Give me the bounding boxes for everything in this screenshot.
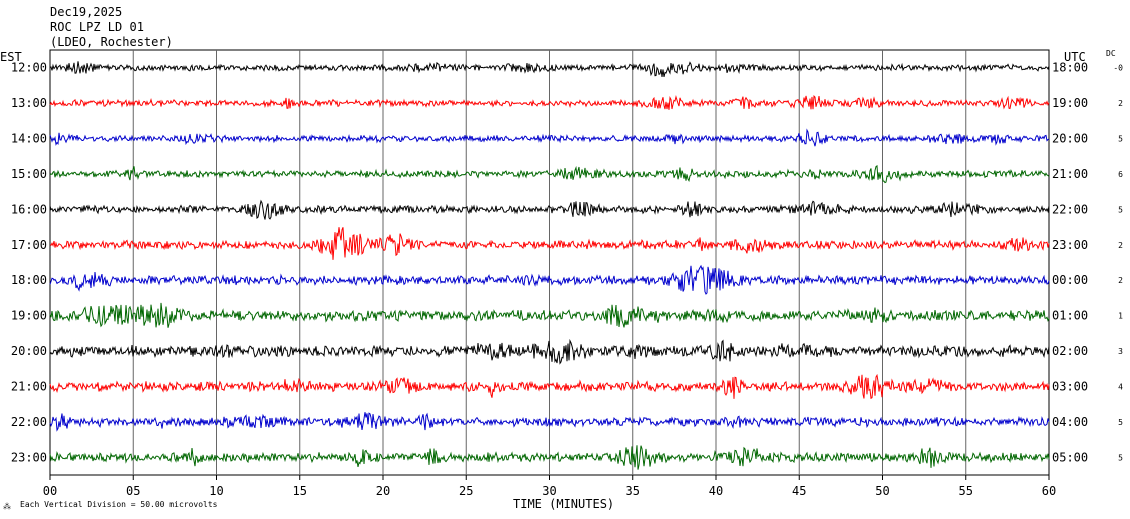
left-time-label: 19:00: [11, 309, 47, 323]
right-time-label: 22:00: [1052, 202, 1088, 216]
dc-value: 3: [1118, 347, 1123, 356]
right-time-label: 04:00: [1052, 415, 1088, 429]
left-time-label: 18:00: [11, 273, 47, 287]
left-time-label: 17:00: [11, 238, 47, 252]
trace-line: [49, 412, 1050, 432]
trace-line: [49, 264, 1050, 295]
chart-station: ROC LPZ LD 01: [50, 20, 144, 34]
left-time-label: 13:00: [11, 96, 47, 110]
dc-value: 6: [1118, 170, 1123, 179]
right-time-label: 20:00: [1052, 132, 1088, 146]
dc-value: 1: [1118, 312, 1123, 321]
dc-value: -0: [1113, 64, 1123, 73]
trace-line: [49, 445, 1050, 470]
left-time-label: 12:00: [11, 61, 47, 75]
trace-line: [49, 94, 1050, 110]
left-time-label: 14:00: [11, 132, 47, 146]
right-time-labels: 18:00 19:00 20:00 21:00 22:00 23:00 00:00 01:00…: [1052, 61, 1088, 465]
vertical-gridlines: [132, 50, 967, 475]
right-timezone-label: UTC: [1064, 50, 1086, 64]
trace-line: [49, 199, 1050, 220]
right-time-label: 01:00: [1052, 309, 1088, 323]
scale-icon: ⁂: [3, 502, 11, 511]
right-time-label: 18:00: [1052, 61, 1088, 75]
x-tick-label: 25: [459, 484, 473, 498]
seismic-traces: [49, 61, 1050, 470]
x-tick-label: 35: [626, 484, 640, 498]
right-time-label: 03:00: [1052, 379, 1088, 393]
chart-network: (LDEO, Rochester): [50, 35, 173, 49]
left-time-label: 20:00: [11, 344, 47, 358]
x-tick-label: 20: [376, 484, 390, 498]
left-time-label: 22:00: [11, 415, 47, 429]
left-time-label: 15:00: [11, 167, 47, 181]
dc-value: 2: [1118, 241, 1123, 250]
x-tick-label: 10: [209, 484, 223, 498]
x-tick-label: 30: [542, 484, 556, 498]
right-time-label: 05:00: [1052, 450, 1088, 464]
right-time-label: 23:00: [1052, 238, 1088, 252]
x-axis-label: TIME (MINUTES): [513, 497, 614, 511]
dc-value: 4: [1118, 382, 1123, 391]
x-tick-label: 40: [709, 484, 723, 498]
x-axis-ticks: 00 05 10 15 20 25 30 35 40 45 50 55 60: [43, 475, 1056, 498]
left-time-label: 16:00: [11, 202, 47, 216]
x-tick-label: 60: [1042, 484, 1056, 498]
left-time-label: 21:00: [11, 379, 47, 393]
trace-line: [49, 302, 1050, 328]
dc-column-header: DC: [1106, 49, 1116, 58]
chart-date: Dec19,2025: [50, 5, 122, 19]
trace-line: [49, 128, 1050, 147]
dc-values: -0 2 5 6 5 2 2 1 3 4 5 5: [1113, 64, 1123, 463]
right-time-label: 21:00: [1052, 167, 1088, 181]
dc-value: 5: [1118, 205, 1123, 214]
trace-line: [49, 338, 1050, 365]
trace-line: [49, 227, 1050, 260]
x-tick-label: 00: [43, 484, 57, 498]
right-time-label: 00:00: [1052, 273, 1088, 287]
left-time-labels: 12:00 13:00 14:00 15:00 16:00 17:00 18:00 19:00…: [11, 61, 47, 465]
x-tick-label: 15: [293, 484, 307, 498]
dc-value: 2: [1118, 276, 1123, 285]
left-time-label: 23:00: [11, 450, 47, 464]
right-time-label: 19:00: [1052, 96, 1088, 110]
x-tick-label: 50: [875, 484, 889, 498]
trace-line: [49, 164, 1050, 184]
dc-value: 5: [1118, 418, 1123, 427]
dc-value: 5: [1118, 453, 1123, 462]
dc-value: 5: [1118, 135, 1123, 144]
right-time-label: 02:00: [1052, 344, 1088, 358]
trace-line: [49, 61, 1050, 78]
scale-note: Each Vertical Division = 50.00 microvolt…: [20, 500, 218, 509]
x-tick-label: 55: [959, 484, 973, 498]
trace-line: [49, 373, 1050, 400]
x-tick-label: 45: [792, 484, 806, 498]
x-tick-label: 05: [126, 484, 140, 498]
left-timezone-label: EST: [0, 50, 22, 64]
dc-value: 2: [1118, 99, 1123, 108]
